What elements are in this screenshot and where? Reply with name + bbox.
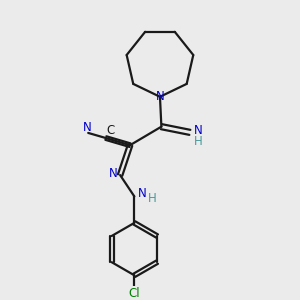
Text: N: N [156,90,164,103]
Text: H: H [194,135,202,148]
Text: N: N [138,187,147,200]
Text: C: C [106,124,114,136]
Text: H: H [148,192,156,205]
Text: N: N [194,124,202,137]
Text: N: N [109,167,117,180]
Text: Cl: Cl [128,287,140,300]
Text: N: N [82,121,91,134]
